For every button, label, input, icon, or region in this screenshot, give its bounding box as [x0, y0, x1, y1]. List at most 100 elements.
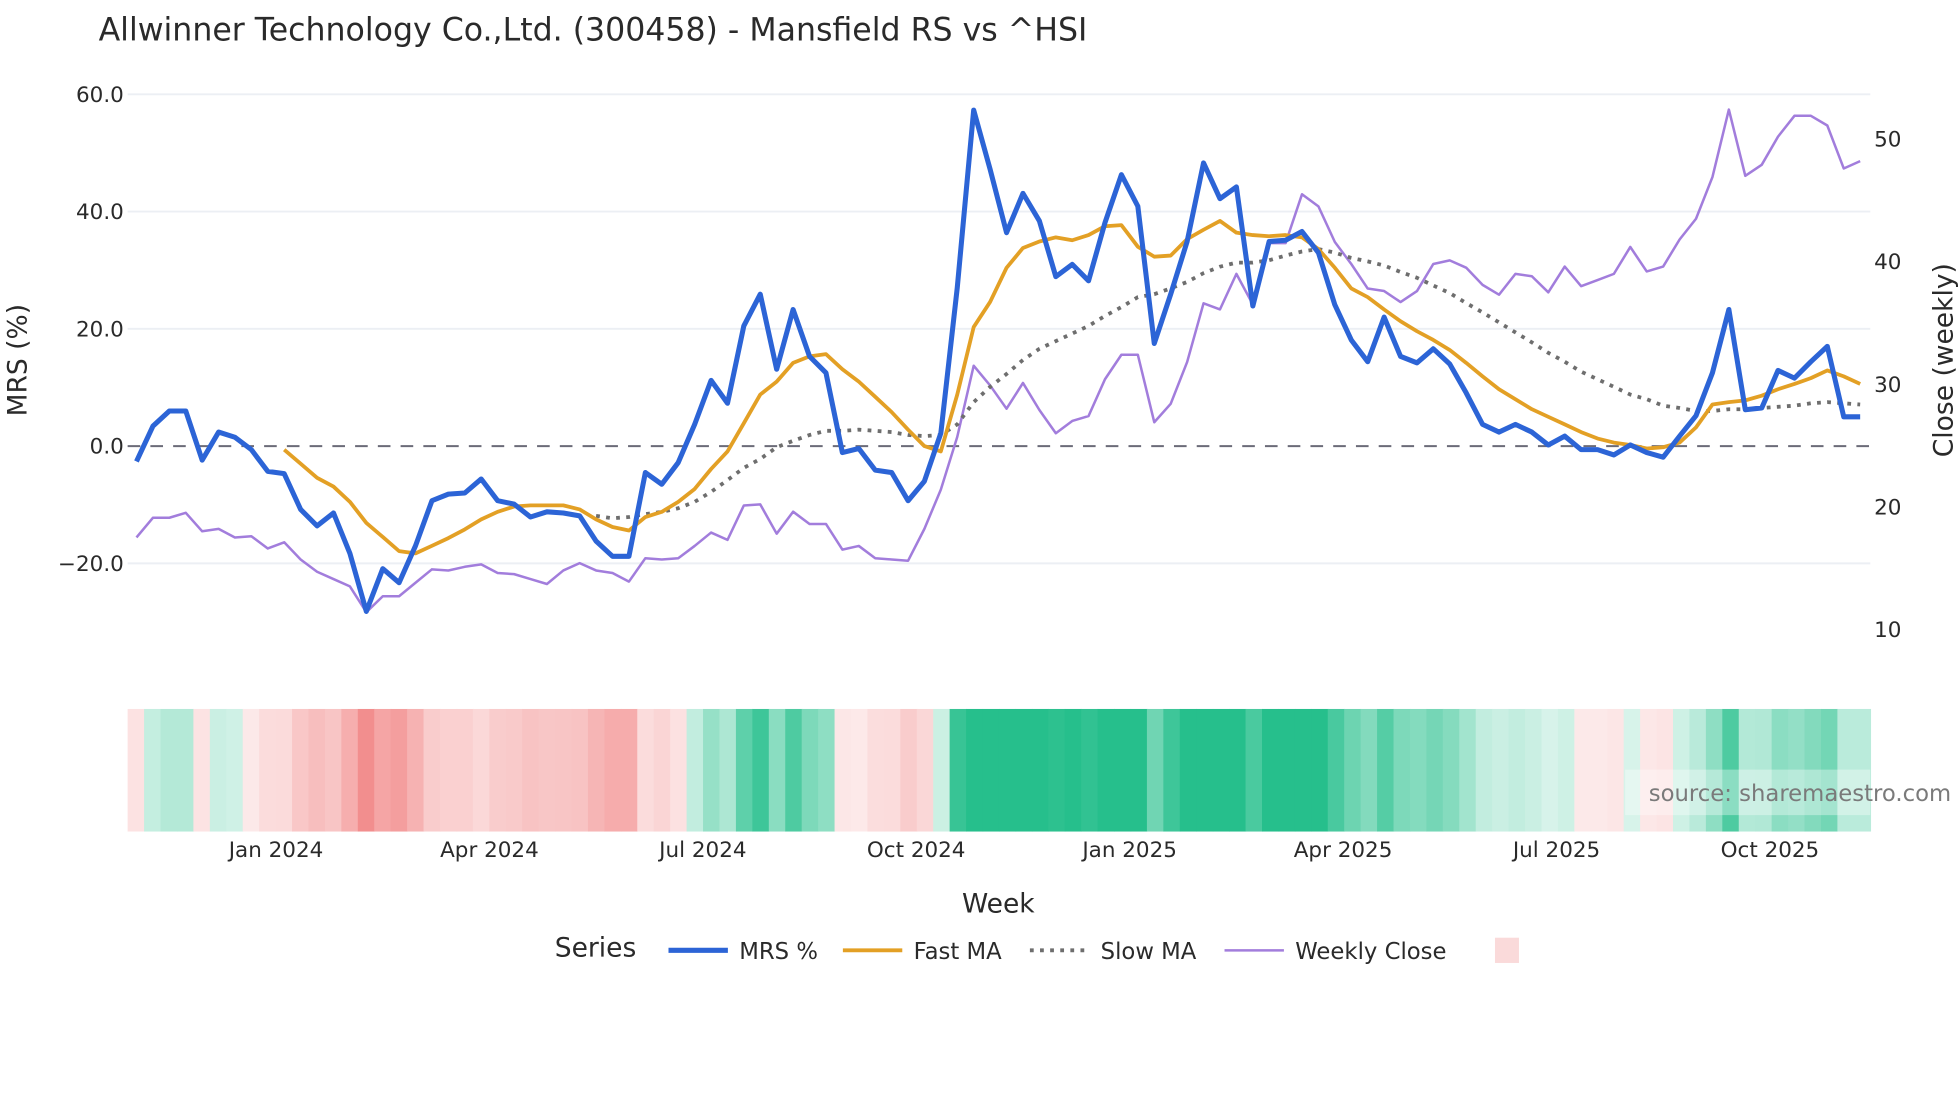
heatmap-cell	[144, 708, 162, 832]
heatmap-cell	[851, 708, 869, 832]
heatmap-cell	[1738, 708, 1756, 832]
heatmap-cell	[439, 708, 458, 832]
heatmap-cell	[1393, 708, 1411, 832]
heatmap-cell	[998, 708, 1017, 832]
heatmap-cell	[949, 708, 967, 832]
weekly-closeline	[135, 108, 1861, 614]
legend-label-mrs: MRS %	[739, 939, 818, 965]
heatmap-cell	[176, 708, 195, 832]
heatmap-cell	[1788, 708, 1806, 832]
heatmap-cell	[1015, 708, 1033, 832]
legend-label-fast-ma: Fast MA	[914, 939, 1003, 965]
y-tick-label: 60.0	[76, 83, 124, 108]
heatmap-cell	[1196, 708, 1214, 832]
y-axis-left-title: MRS (%)	[3, 304, 34, 416]
heatmap-cell	[620, 708, 639, 832]
y2-tick-label: 50	[1874, 128, 1901, 153]
heatmap-cell	[686, 708, 704, 832]
x-tick-label: Jan 2024	[227, 838, 324, 863]
heatmap-cell	[1722, 708, 1740, 832]
heatmap-cell	[505, 708, 523, 832]
heatmap-cell	[604, 708, 622, 832]
heatmap-cell	[1114, 708, 1132, 832]
heatmap-cell	[1426, 708, 1444, 832]
y2-tick-label: 20	[1874, 495, 1901, 520]
heatmap-cell	[127, 708, 145, 832]
source-label: source: sharemaestro.com	[1649, 781, 1951, 807]
heatmap-cell	[1064, 708, 1082, 832]
heatmap-cell	[1212, 708, 1230, 832]
heatmap-cell	[834, 708, 852, 832]
plot-lines	[134, 107, 1861, 614]
heatmap-cell	[1640, 708, 1658, 832]
heatmap-cell	[1048, 708, 1066, 832]
legend-item-weekly-close[interactable]: Weekly Close	[1224, 939, 1447, 965]
heatmap-cell	[259, 708, 277, 832]
heatmap-cell	[1097, 708, 1115, 832]
y2-tick-label: 40	[1874, 250, 1901, 275]
source-backdrop	[1625, 769, 1871, 816]
x-tick-label: Jan 2025	[1080, 838, 1177, 863]
heatmap-cell	[1377, 708, 1395, 832]
heatmap-cell	[1804, 708, 1822, 832]
heatmap-cell	[1623, 708, 1641, 832]
heatmap-cell	[1508, 708, 1526, 832]
heatmap-cell	[719, 708, 737, 832]
mrs-heatmap-band	[127, 708, 1872, 832]
legend-label-weekly-close: Weekly Close	[1295, 939, 1446, 965]
heatmap-cell	[1229, 708, 1247, 832]
heatmap-cell	[1837, 708, 1855, 832]
heatmap-cell	[472, 708, 491, 832]
heatmap-cell	[324, 708, 343, 832]
heatmap-cell	[538, 708, 556, 832]
heatmap-cell	[1673, 708, 1691, 832]
heatmap-cell	[1146, 708, 1165, 832]
legend-heatmap-swatch[interactable]	[1494, 937, 1519, 963]
heatmap-cell	[1820, 708, 1839, 832]
y2-tick-label: 30	[1874, 373, 1901, 398]
heatmap-cell	[1705, 708, 1724, 832]
heatmap-cell	[1853, 708, 1872, 832]
x-axis-title: Week	[962, 888, 1035, 919]
heatmap-cell	[456, 708, 474, 832]
heatmap-cell	[1771, 708, 1789, 832]
y-axis-right-ticks: 50 40 30 20 10	[1874, 128, 1901, 643]
legend-label-slow-ma: Slow MA	[1101, 939, 1197, 965]
legend-item-mrs[interactable]: MRS %	[668, 939, 818, 965]
heatmap-cell	[1163, 708, 1181, 832]
heatmap-cell	[670, 708, 688, 832]
heatmap-cell	[653, 708, 671, 832]
heatmap-cell	[390, 708, 408, 832]
legend-item-fast-ma[interactable]: Fast MA	[842, 939, 1003, 965]
x-tick-label: Jul 2025	[1511, 838, 1600, 863]
x-tick-label: Apr 2025	[1294, 838, 1393, 863]
heatmap-cell	[275, 708, 293, 832]
fast-maline	[282, 219, 1861, 556]
heatmap-cell	[1525, 708, 1543, 832]
chart-title: Allwinner Technology Co.,Ltd. (300458) -…	[99, 12, 1088, 48]
heatmap-cell	[1261, 708, 1280, 832]
y-tick-label: −20.0	[58, 552, 124, 577]
x-tick-label: Oct 2024	[867, 838, 966, 863]
heatmap-cell	[1081, 708, 1099, 832]
heatmap-cell	[1656, 708, 1674, 832]
heatmap-cell	[292, 708, 310, 832]
legend-item-slow-ma[interactable]: Slow MA	[1029, 939, 1197, 965]
x-tick-label: Jul 2024	[657, 838, 746, 863]
heatmap-cell	[242, 708, 260, 832]
heatmap-cell	[423, 708, 441, 832]
heatmap-cell	[1294, 708, 1313, 832]
mrs-line	[134, 107, 1861, 614]
heatmap-cell	[571, 708, 589, 832]
slow-maline	[595, 247, 1861, 521]
heatmap-cell	[867, 708, 885, 832]
legend: Series MRS % Fast MA Slow MA Weekly Clos…	[555, 933, 1519, 965]
heatmap-cell	[1442, 708, 1461, 832]
heatmap-cell	[160, 708, 178, 832]
x-tick-label: Oct 2025	[1721, 838, 1820, 863]
heatmap-cell	[933, 708, 951, 832]
heatmap-cell	[883, 708, 902, 832]
heatmap-cell	[735, 708, 754, 832]
heatmap-cell	[818, 708, 836, 832]
